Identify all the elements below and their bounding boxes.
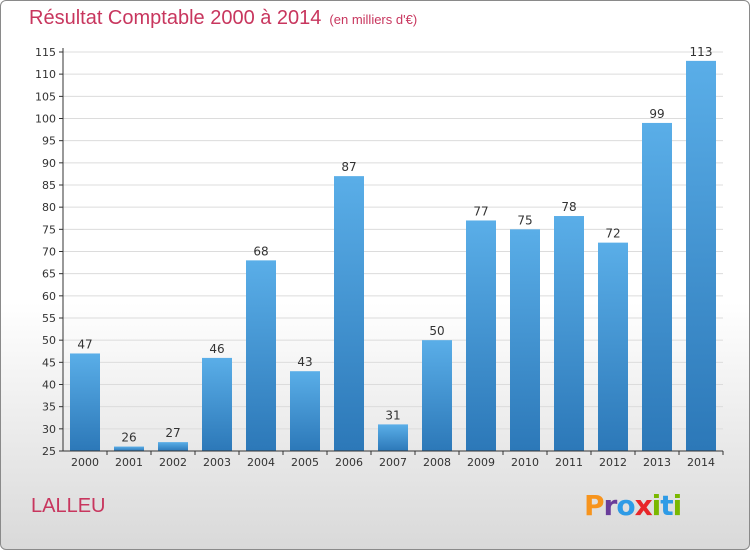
bar xyxy=(642,122,672,451)
x-tick-label: 2004 xyxy=(247,456,275,469)
data-labels: 47 26 27 46 68 43 87 31 50 77 75 78 72 99 113 xyxy=(77,45,712,445)
x-tick-label: 2014 xyxy=(687,456,715,469)
data-label: 68 xyxy=(253,244,268,258)
y-tick-label: 90 xyxy=(42,157,56,170)
commune-name: LALLEU xyxy=(31,495,106,517)
y-tick-label: 110 xyxy=(35,68,56,81)
bar xyxy=(290,371,320,451)
data-label: 75 xyxy=(517,213,532,227)
bar xyxy=(422,340,452,451)
bar xyxy=(554,216,584,451)
bar xyxy=(686,60,716,451)
x-tick-label: 2001 xyxy=(115,456,143,469)
chart-title-block: Résultat Comptable 2000 à 2014 (en millie… xyxy=(29,7,417,30)
y-tick-label: 40 xyxy=(42,379,56,392)
logo-letter: i xyxy=(651,489,662,522)
data-label: 47 xyxy=(77,337,92,351)
bar xyxy=(378,424,408,451)
bar xyxy=(158,442,188,451)
y-tick-label: 75 xyxy=(42,223,56,236)
logo-letter: t xyxy=(660,489,673,522)
x-tick-label: 2002 xyxy=(159,456,187,469)
x-tick-label: 2009 xyxy=(467,456,495,469)
bar xyxy=(70,353,100,451)
y-tick-label: 55 xyxy=(42,312,56,325)
data-label: 46 xyxy=(209,342,224,356)
bar xyxy=(114,446,144,451)
data-label: 113 xyxy=(690,45,713,59)
logo-letter: r xyxy=(603,489,618,522)
y-tick-label: 115 xyxy=(35,46,56,59)
bar xyxy=(466,220,496,451)
x-tick-label: 2008 xyxy=(423,456,451,469)
y-tick-label: 80 xyxy=(42,201,56,214)
bar xyxy=(246,260,276,451)
data-label: 26 xyxy=(121,431,136,445)
y-tick-label: 30 xyxy=(42,423,56,436)
y-tick-label: 45 xyxy=(42,356,56,369)
y-tick-label: 105 xyxy=(35,90,56,103)
data-label: 99 xyxy=(649,107,664,121)
bar xyxy=(202,357,232,451)
bars xyxy=(70,60,716,451)
x-tick-label: 2012 xyxy=(599,456,627,469)
y-tick-label: 70 xyxy=(42,246,56,259)
bar xyxy=(598,242,628,451)
y-tick-label: 35 xyxy=(42,401,56,414)
proxiti-logo: Proxiti xyxy=(584,489,683,522)
x-tick-label: 2000 xyxy=(71,456,99,469)
y-tick-label: 65 xyxy=(42,268,56,281)
x-tick-label: 2007 xyxy=(379,456,407,469)
x-tick-label: 2010 xyxy=(511,456,539,469)
x-tick-label: 2006 xyxy=(335,456,363,469)
x-axis-tick-labels: 2000 2001 2002 2003 2004 2005 2006 2007 2008 2009… xyxy=(71,456,715,469)
y-tick-label: 100 xyxy=(35,113,56,126)
y-tick-label: 95 xyxy=(42,135,56,148)
data-label: 50 xyxy=(429,324,444,338)
bar xyxy=(334,176,364,451)
x-tick-label: 2013 xyxy=(643,456,671,469)
y-tick-label: 25 xyxy=(42,445,56,458)
data-label: 78 xyxy=(561,200,576,214)
chart-title: Résultat Comptable 2000 à 2014 xyxy=(29,7,322,29)
data-label: 72 xyxy=(605,227,620,241)
x-tick-label: 2011 xyxy=(555,456,583,469)
x-tick-label: 2005 xyxy=(291,456,319,469)
data-label: 31 xyxy=(385,408,400,422)
data-label: 27 xyxy=(165,426,180,440)
logo-letter: i xyxy=(672,489,683,522)
x-tick-label: 2003 xyxy=(203,456,231,469)
data-label: 87 xyxy=(341,160,356,174)
logo-letter: o xyxy=(616,489,635,522)
y-axis-tick-labels: 25 30 35 40 45 50 55 60 65 70 75 80 85 90 95 100 105 110 1… xyxy=(35,46,56,458)
y-tick-label: 50 xyxy=(42,334,56,347)
logo-letter: P xyxy=(584,489,605,522)
axes xyxy=(59,48,724,455)
y-tick-label: 85 xyxy=(42,179,56,192)
bar xyxy=(510,229,540,451)
data-label: 77 xyxy=(473,204,488,218)
logo-letter: x xyxy=(634,489,653,522)
data-label: 43 xyxy=(297,355,312,369)
y-tick-label: 60 xyxy=(42,290,56,303)
chart-unit-subtitle: (en milliers d'€) xyxy=(329,12,418,27)
